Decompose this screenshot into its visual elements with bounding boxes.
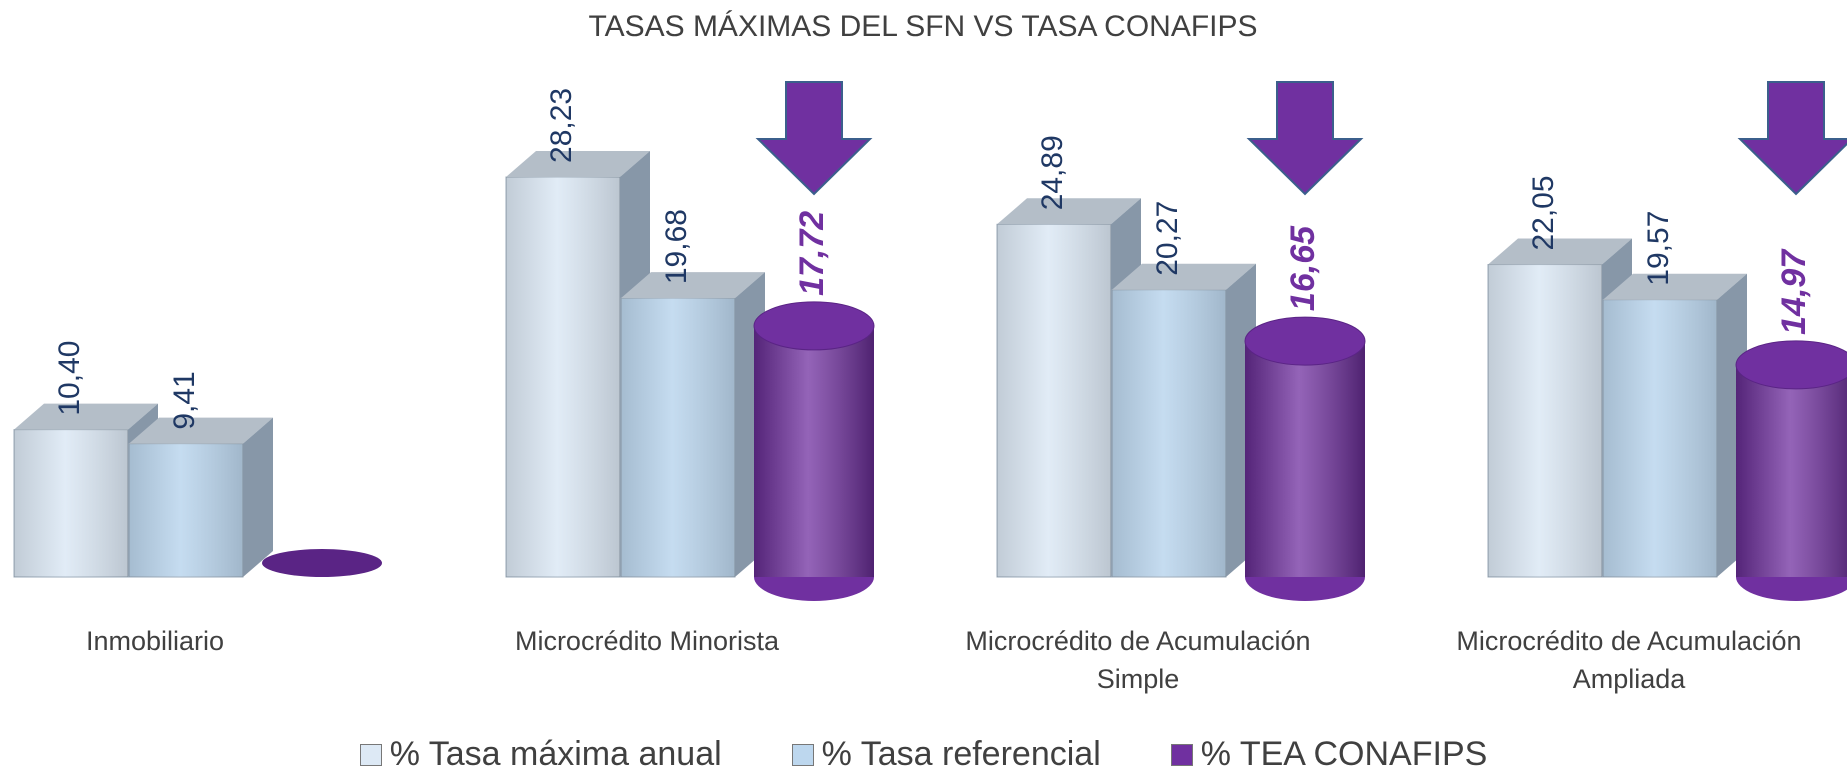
bar-top bbox=[1112, 263, 1256, 290]
cylinder-top bbox=[1244, 316, 1366, 366]
bar-top bbox=[129, 417, 273, 444]
cylinder-top bbox=[753, 301, 875, 351]
legend-item: % TEA CONAFIPS bbox=[1170, 735, 1488, 772]
legend-swatch bbox=[791, 743, 814, 766]
data-label: 19,57 bbox=[1642, 211, 1675, 286]
bar-shine bbox=[129, 443, 243, 577]
legend-swatch bbox=[359, 743, 382, 766]
bar-shine bbox=[1603, 299, 1717, 577]
legend-item: % Tasa máxima anual bbox=[359, 735, 722, 772]
bar-shine bbox=[14, 429, 128, 577]
legend-swatch bbox=[1170, 743, 1193, 766]
bar-top bbox=[14, 403, 158, 430]
bar-shine bbox=[1488, 264, 1602, 577]
arrow bbox=[1737, 81, 1847, 196]
data-label: 20,27 bbox=[1151, 201, 1184, 276]
bar-top bbox=[997, 198, 1141, 225]
x-tick-label: Microcrédito Minorista bbox=[514, 626, 780, 656]
bar-shine bbox=[621, 298, 735, 577]
data-label: 17,72 bbox=[793, 211, 831, 296]
cylinder-top bbox=[1735, 340, 1847, 390]
bar-top bbox=[621, 272, 765, 299]
bar-top bbox=[506, 150, 650, 177]
x-tick-label: Inmobiliario bbox=[85, 626, 225, 656]
arrow bbox=[1246, 81, 1364, 196]
bar-shine bbox=[506, 176, 620, 577]
arrow bbox=[755, 81, 873, 196]
bar-top bbox=[1488, 238, 1632, 265]
empty-base bbox=[262, 549, 382, 577]
data-label: 14,97 bbox=[1775, 248, 1813, 335]
legend-label: % Tasa máxima anual bbox=[389, 735, 722, 772]
legend-label: % Tasa referencial bbox=[821, 735, 1101, 772]
x-tick-label: Microcrédito de Acumulación Simple bbox=[965, 626, 1311, 694]
bar-shine bbox=[754, 325, 874, 577]
data-label: 10,40 bbox=[53, 341, 86, 416]
legend-item: % Tasa referencial bbox=[791, 735, 1101, 772]
bar-shine bbox=[1112, 289, 1226, 577]
bar-side bbox=[243, 417, 273, 577]
x-tick-label: Microcrédito de Acumulación Ampliada bbox=[1456, 626, 1802, 694]
data-label: 19,68 bbox=[660, 209, 693, 284]
chart-title: TASAS MÁXIMAS DEL SFN VS TASA CONAFIPS bbox=[588, 10, 1257, 43]
legend: % Tasa máxima anual % Tasa referencial % T… bbox=[0, 735, 1847, 772]
data-label: 22,05 bbox=[1527, 175, 1560, 250]
bar-shine bbox=[1245, 341, 1365, 577]
data-label: 16,65 bbox=[1284, 225, 1322, 311]
legend-label: % TEA CONAFIPS bbox=[1200, 735, 1488, 772]
bar-top bbox=[1603, 273, 1747, 300]
data-label: 24,89 bbox=[1036, 135, 1069, 210]
bar-shine bbox=[1736, 364, 1847, 577]
data-label: 9,41 bbox=[168, 371, 201, 429]
bar-shine bbox=[997, 224, 1111, 577]
data-label: 28,23 bbox=[545, 88, 578, 163]
